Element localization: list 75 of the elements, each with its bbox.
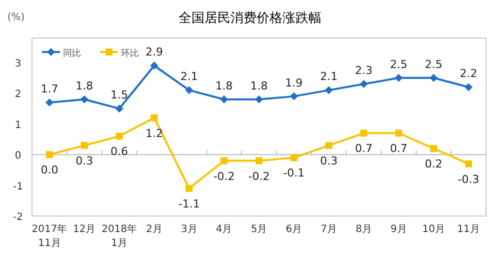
x-tick-label: 4月 xyxy=(216,224,232,235)
legend-label: 环比 xyxy=(121,48,139,59)
point xyxy=(290,92,298,100)
point xyxy=(185,86,194,94)
data-label: 1.9 xyxy=(285,76,303,90)
point xyxy=(430,74,438,82)
y-tick-label: -1 xyxy=(13,181,23,192)
point xyxy=(290,154,298,162)
point xyxy=(150,114,158,122)
data-label: 1.2 xyxy=(145,126,163,140)
point xyxy=(45,98,54,106)
x-tick-label: 10月 xyxy=(422,224,445,235)
data-label: -0.2 xyxy=(213,170,235,183)
x-tick-label: 8月 xyxy=(356,224,372,235)
point xyxy=(186,184,193,192)
legend-label: 同比 xyxy=(63,48,81,59)
point xyxy=(150,62,158,70)
point xyxy=(465,160,472,168)
data-label: 2.9 xyxy=(145,46,163,59)
data-label: 2.2 xyxy=(460,67,478,80)
x-tick-label: 12月 xyxy=(73,224,96,235)
point xyxy=(46,151,53,158)
y-tick-label: 2 xyxy=(14,89,22,100)
point xyxy=(80,142,88,149)
data-label: 1.7 xyxy=(40,82,58,96)
point xyxy=(394,74,403,82)
data-label: 0.3 xyxy=(76,154,94,168)
data-label: 0.6 xyxy=(110,145,128,158)
point xyxy=(220,157,228,164)
point xyxy=(325,142,332,149)
data-label: 1.8 xyxy=(76,79,94,92)
y-axis-title: (%) xyxy=(7,12,25,23)
data-label: 1.5 xyxy=(110,88,128,102)
x-tick-label: 11月 xyxy=(457,224,480,235)
point xyxy=(220,95,228,104)
point xyxy=(80,95,88,104)
data-label: 2.3 xyxy=(355,64,373,78)
data-label: 2.5 xyxy=(424,58,442,71)
data-label: 1.8 xyxy=(215,79,233,92)
chart-title: 全国居民消费价格涨跌幅 xyxy=(178,11,322,26)
y-tick-label: 1 xyxy=(14,120,22,131)
y-tick-label: 3 xyxy=(14,58,22,70)
point xyxy=(324,86,333,94)
data-label: 0.3 xyxy=(320,154,338,168)
data-label: 2.1 xyxy=(320,70,338,84)
x-tick-label: 2017年 11月 xyxy=(32,223,68,249)
data-label: 0.7 xyxy=(390,142,408,156)
x-tick-label: 5月 xyxy=(250,224,268,235)
point xyxy=(256,157,262,164)
x-tick-label: 6月 xyxy=(286,224,302,235)
data-label: 2.5 xyxy=(390,58,408,71)
point xyxy=(395,130,402,137)
data-label: 0.7 xyxy=(355,142,373,156)
data-label: 0.0 xyxy=(40,164,58,177)
point xyxy=(115,104,124,113)
point xyxy=(255,95,263,104)
point xyxy=(360,80,368,88)
data-label: 0.2 xyxy=(424,157,442,170)
data-label: -0.1 xyxy=(283,166,305,180)
point xyxy=(430,144,438,152)
y-tick-label: 0 xyxy=(14,150,22,162)
point xyxy=(116,132,123,140)
data-label: 2.1 xyxy=(180,70,198,84)
data-label: -0.3 xyxy=(458,172,480,186)
y-tick-label: -2 xyxy=(13,212,23,223)
x-tick-label: 7月 xyxy=(320,224,338,235)
point xyxy=(464,83,473,92)
point xyxy=(360,130,368,137)
x-tick-label: 3月 xyxy=(180,224,198,235)
x-tick-label: 2018年 1月 xyxy=(102,223,138,249)
data-label: 1.8 xyxy=(250,79,268,92)
data-label: -0.2 xyxy=(248,170,270,183)
data-label: -1.1 xyxy=(178,197,200,210)
x-tick-label: 9月 xyxy=(390,224,407,235)
x-tick-label: 2月 xyxy=(146,224,162,235)
